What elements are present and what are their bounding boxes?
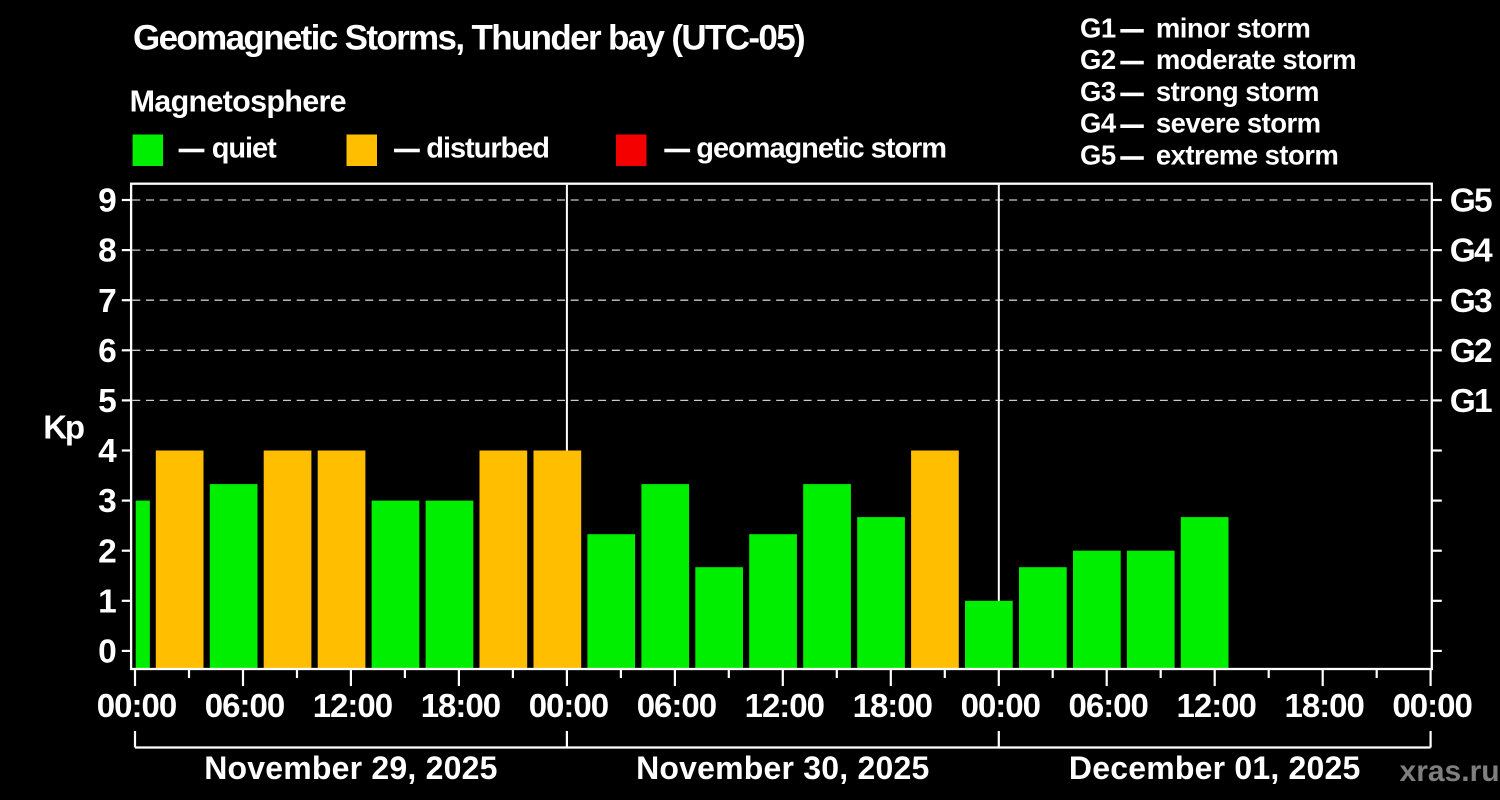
svg-text:G2: G2 — [1080, 44, 1116, 75]
svg-text:severe storm: severe storm — [1156, 108, 1321, 139]
svg-text:00:00: 00:00 — [529, 687, 608, 724]
svg-text:8: 8 — [98, 233, 117, 270]
svg-text:18:00: 18:00 — [421, 687, 500, 724]
svg-text:G4: G4 — [1450, 233, 1493, 270]
svg-text:G5: G5 — [1080, 140, 1116, 171]
svg-text:Geomagnetic Storms, Thunder ba: Geomagnetic Storms, Thunder bay (UTC-05) — [133, 19, 804, 58]
svg-text:G5: G5 — [1450, 183, 1492, 220]
svg-text:disturbed: disturbed — [426, 132, 549, 164]
svg-text:November 29, 2025: November 29, 2025 — [204, 750, 497, 786]
svg-text:G1: G1 — [1080, 12, 1116, 43]
svg-text:G3: G3 — [1080, 76, 1116, 107]
svg-text:2: 2 — [98, 533, 117, 570]
svg-text:geomagnetic storm: geomagnetic storm — [696, 132, 946, 164]
svg-text:G2: G2 — [1450, 333, 1492, 370]
svg-text:06:00: 06:00 — [637, 687, 716, 724]
svg-text:minor storm: minor storm — [1156, 12, 1310, 43]
svg-text:xras.ru: xras.ru — [1400, 755, 1500, 788]
svg-text:00:00: 00:00 — [961, 687, 1040, 724]
svg-text:extreme storm: extreme storm — [1156, 140, 1338, 171]
svg-text:moderate storm: moderate storm — [1156, 44, 1356, 75]
svg-text:12:00: 12:00 — [745, 687, 824, 724]
svg-text:3: 3 — [98, 483, 117, 520]
svg-text:06:00: 06:00 — [1068, 687, 1147, 724]
svg-text:November 30, 2025: November 30, 2025 — [636, 750, 929, 786]
svg-text:9: 9 — [98, 183, 117, 220]
svg-text:December 01, 2025: December 01, 2025 — [1069, 750, 1361, 786]
svg-text:00:00: 00:00 — [97, 687, 176, 724]
svg-text:4: 4 — [98, 433, 117, 470]
svg-text:7: 7 — [98, 283, 117, 320]
svg-text:00:00: 00:00 — [1392, 687, 1471, 724]
svg-text:06:00: 06:00 — [205, 687, 284, 724]
svg-text:Kp: Kp — [43, 408, 84, 445]
svg-text:5: 5 — [98, 383, 117, 420]
svg-text:1: 1 — [98, 583, 117, 620]
svg-text:0: 0 — [98, 634, 117, 671]
svg-text:18:00: 18:00 — [853, 687, 932, 724]
svg-text:6: 6 — [98, 333, 117, 370]
svg-text:Magnetosphere: Magnetosphere — [130, 85, 346, 119]
svg-text:12:00: 12:00 — [313, 687, 392, 724]
svg-text:G3: G3 — [1450, 283, 1492, 320]
svg-text:G1: G1 — [1450, 383, 1492, 420]
svg-text:18:00: 18:00 — [1284, 687, 1363, 724]
svg-text:G4: G4 — [1080, 108, 1117, 139]
svg-text:quiet: quiet — [212, 132, 277, 164]
svg-text:strong storm: strong storm — [1156, 76, 1319, 107]
svg-text:12:00: 12:00 — [1176, 687, 1255, 724]
